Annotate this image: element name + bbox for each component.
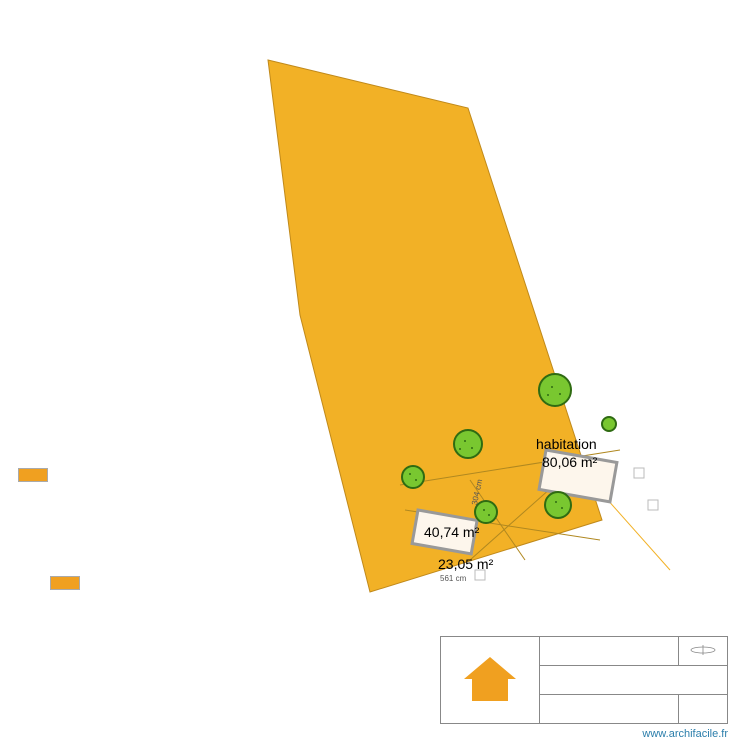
side-tag-1 xyxy=(18,468,48,482)
habitation-area: 80,06 m² xyxy=(542,454,597,470)
watermark-link[interactable]: www.archifacile.fr xyxy=(642,728,728,740)
logo-cell xyxy=(441,637,540,724)
tb-cell-3 xyxy=(540,695,679,724)
tb-cell-1 xyxy=(540,637,679,666)
title-block xyxy=(440,636,728,724)
tb-cell-4 xyxy=(679,695,728,724)
room3-dim: 561 cm xyxy=(440,574,466,583)
tb-compass xyxy=(679,637,728,666)
room3-area: 23,05 m² xyxy=(438,556,493,572)
tb-cell-2 xyxy=(540,666,728,695)
compass-icon xyxy=(688,643,718,657)
habitation-label: habitation xyxy=(536,436,597,452)
side-tag-2 xyxy=(50,576,80,590)
house-logo-icon xyxy=(460,653,520,705)
room2-area: 40,74 m² xyxy=(424,524,479,540)
